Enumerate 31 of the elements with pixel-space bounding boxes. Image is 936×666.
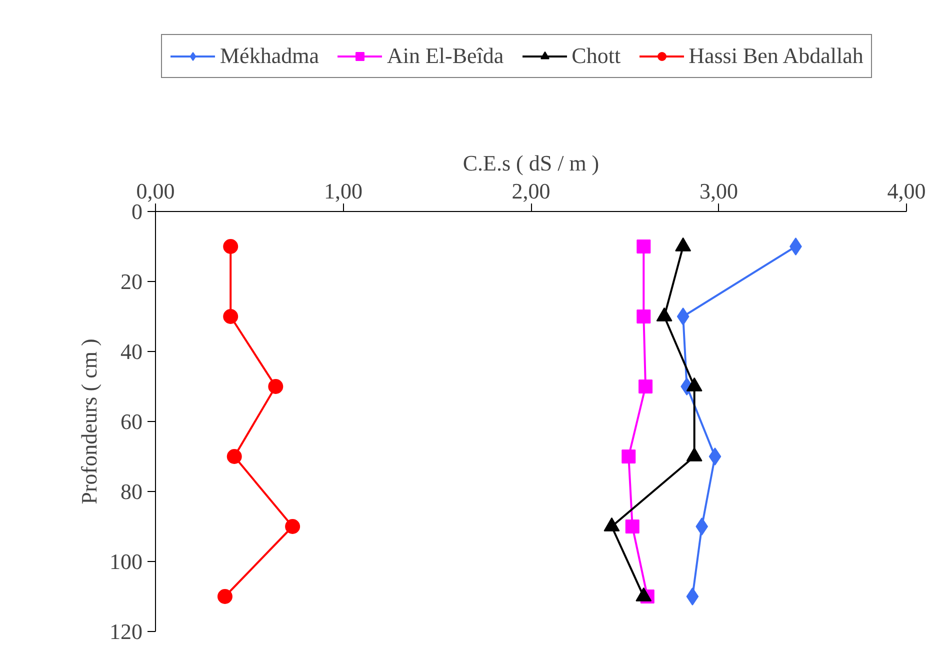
x-tick-label: 3,00 (700, 178, 738, 204)
point (638, 380, 653, 394)
y-tick-label: 60 (120, 409, 142, 434)
y-tick-label: 120 (110, 619, 142, 644)
legend-label: Ain El-Beîda (386, 43, 504, 69)
point (676, 308, 690, 326)
point (708, 448, 722, 466)
legend-label: Mékhadma (220, 43, 319, 69)
point (223, 239, 238, 254)
x-tick-label: 2,00 (512, 178, 550, 204)
point (268, 379, 284, 394)
point (636, 240, 651, 254)
y-tick-label: 40 (120, 339, 142, 364)
x-tick-label: 4,00 (887, 178, 926, 204)
point (226, 449, 242, 464)
point (686, 588, 699, 606)
y-tick-label: 100 (110, 549, 142, 574)
point (217, 589, 232, 604)
point (696, 518, 708, 536)
y-tick-label: 80 (120, 479, 142, 504)
x-tick-label: 1,00 (324, 178, 362, 204)
y-tick-label: 20 (120, 269, 142, 294)
point (636, 310, 651, 324)
point (285, 519, 300, 534)
y-axis-title: Profondeurs ( cm ) (76, 338, 102, 504)
point (223, 309, 238, 324)
legend-label: Chott (572, 43, 621, 69)
point (622, 450, 636, 464)
legend-label: Hassi Ben Abdallah (688, 43, 864, 69)
x-axis-title: C.E.s ( dS / m ) (462, 150, 600, 176)
point (625, 520, 640, 534)
